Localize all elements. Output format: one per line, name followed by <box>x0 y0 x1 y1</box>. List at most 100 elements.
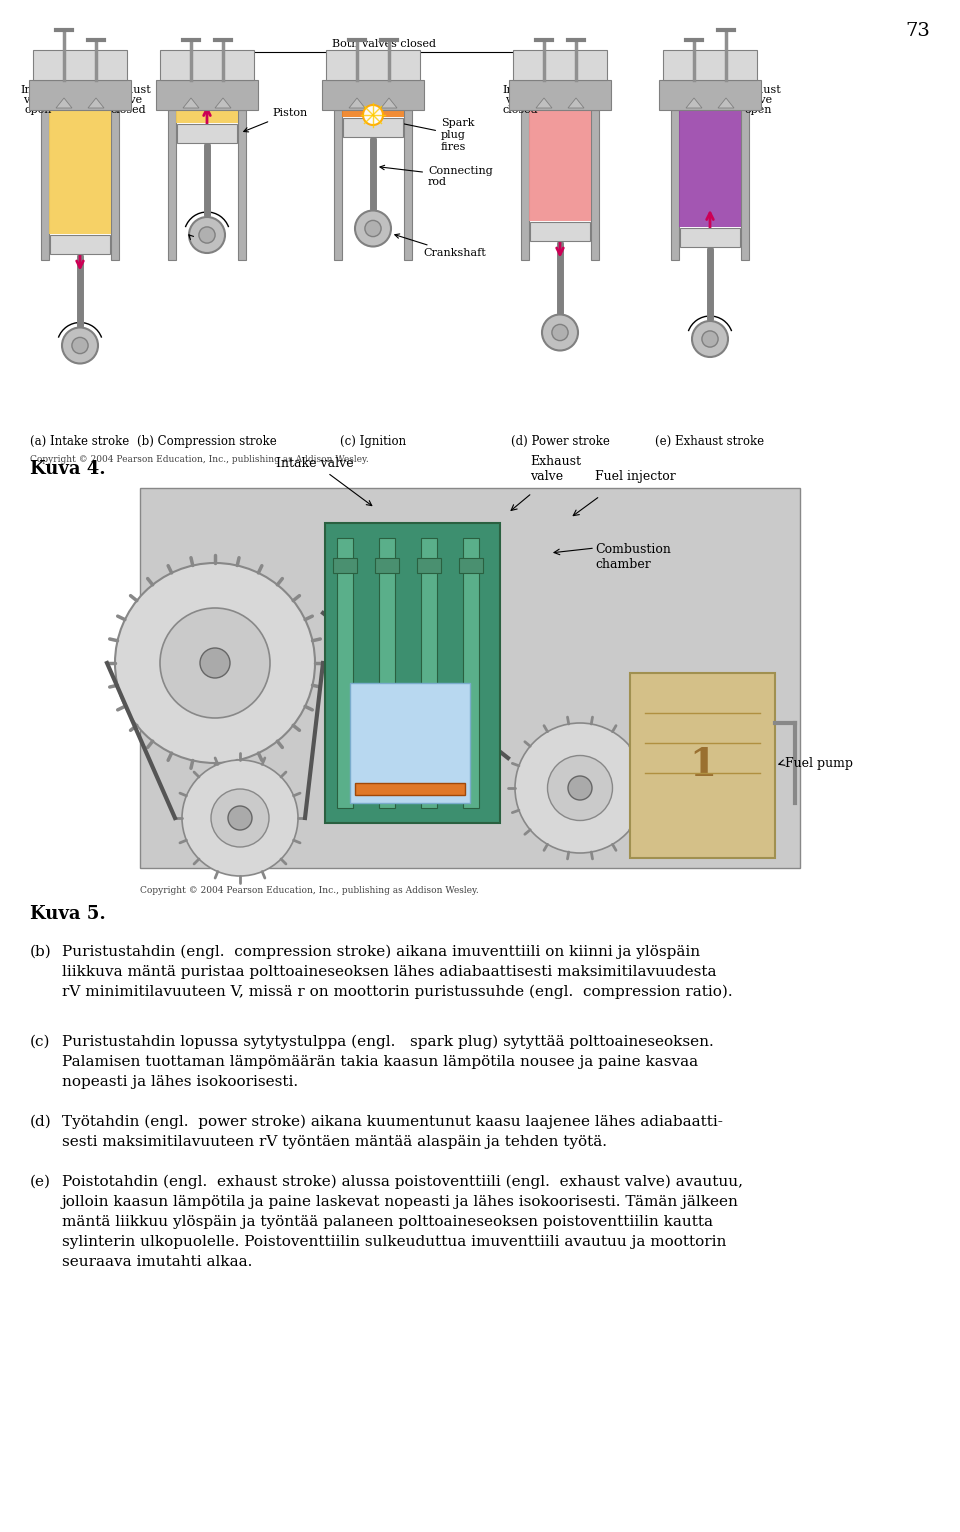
Text: Spark
plug
fires: Spark plug fires <box>389 118 474 152</box>
Polygon shape <box>215 98 231 107</box>
Bar <box>350 683 470 803</box>
Bar <box>50 248 110 251</box>
Bar <box>177 138 237 139</box>
Text: Exhaust
valve: Exhaust valve <box>530 455 581 483</box>
Bar <box>343 121 403 124</box>
Text: sylinterin ulkopuolelle. Poistoventtiilin sulkeuduttua imuventtiili avautuu ja m: sylinterin ulkopuolelle. Poistoventtiili… <box>62 1235 727 1249</box>
Bar <box>49 110 111 233</box>
Text: Piston: Piston <box>244 107 307 132</box>
Text: (a) Intake stroke: (a) Intake stroke <box>31 435 130 447</box>
Text: valve: valve <box>23 95 53 106</box>
Circle shape <box>115 562 315 763</box>
Text: (d): (d) <box>30 1115 52 1129</box>
Bar <box>530 222 590 241</box>
Bar <box>530 230 590 233</box>
Bar <box>521 110 529 260</box>
Text: Both valves closed: Both valves closed <box>331 38 436 49</box>
Bar <box>177 124 237 142</box>
Bar <box>326 51 420 80</box>
Circle shape <box>365 221 381 236</box>
Circle shape <box>182 760 298 876</box>
Text: valve: valve <box>743 95 773 106</box>
Text: closed: closed <box>502 106 538 115</box>
Bar <box>741 110 749 260</box>
Circle shape <box>355 210 391 247</box>
Bar <box>417 558 441 573</box>
Text: jolloin kaasun lämpötila ja paine laskevat nopeasti ja lähes isokoorisesti. Tämä: jolloin kaasun lämpötila ja paine laskev… <box>62 1195 739 1209</box>
Bar <box>33 51 127 80</box>
Circle shape <box>189 218 225 253</box>
Bar <box>679 110 741 227</box>
Text: Intake valve: Intake valve <box>276 457 372 506</box>
Text: Combustion
chamber: Combustion chamber <box>595 542 671 571</box>
Text: open: open <box>24 106 52 115</box>
Bar <box>530 236 590 237</box>
Text: Fuel pump: Fuel pump <box>785 757 853 769</box>
Bar <box>680 228 740 247</box>
Text: (b): (b) <box>30 945 52 959</box>
Circle shape <box>702 331 718 348</box>
Text: mäntä liikkuu ylöspäin ja työntää palaneen polttoaineseoksen poistoventtiilin ka: mäntä liikkuu ylöspäin ja työntää palane… <box>62 1215 713 1229</box>
Bar <box>111 110 119 260</box>
Bar <box>663 51 757 80</box>
Bar <box>342 110 404 116</box>
Bar <box>404 110 412 260</box>
Text: (e) Exhaust stroke: (e) Exhaust stroke <box>656 435 764 447</box>
Bar <box>156 80 258 110</box>
Bar <box>671 110 679 260</box>
Text: (c): (c) <box>30 1036 51 1049</box>
Circle shape <box>547 755 612 821</box>
Text: Puristustahdin lopussa sytytystulppa (engl.   spark plug) sytyttää polttoaineseo: Puristustahdin lopussa sytytystulppa (en… <box>62 1036 713 1049</box>
Bar <box>322 80 424 110</box>
Text: valve: valve <box>505 95 535 106</box>
Bar <box>41 110 49 260</box>
Text: rV minimitilavuuteen V, missä r on moottorin puristussuhde (engl.  compression r: rV minimitilavuuteen V, missä r on moott… <box>62 985 732 999</box>
Text: Crankshaft: Crankshaft <box>395 234 486 259</box>
Text: Työtahdin (engl.  power stroke) aikana kuumentunut kaasu laajenee lähes adiabaat: Työtahdin (engl. power stroke) aikana ku… <box>62 1115 723 1129</box>
Bar <box>591 110 599 260</box>
Bar <box>177 129 237 130</box>
Bar <box>177 133 237 135</box>
Bar <box>29 80 131 110</box>
Polygon shape <box>381 98 397 107</box>
Polygon shape <box>349 98 365 107</box>
Circle shape <box>211 789 269 847</box>
Circle shape <box>552 325 568 340</box>
Polygon shape <box>56 98 72 107</box>
Bar <box>343 118 403 136</box>
Polygon shape <box>568 98 584 107</box>
Bar <box>530 225 590 227</box>
Text: Copyright © 2004 Pearson Education, Inc., publishing as Addison Wesley.: Copyright © 2004 Pearson Education, Inc.… <box>30 455 369 464</box>
Text: (c) Ignition: (c) Ignition <box>340 435 406 447</box>
Text: Copyright © 2004 Pearson Education, Inc., publishing as Addison Wesley.: Copyright © 2004 Pearson Education, Inc.… <box>140 885 479 895</box>
Bar <box>463 538 479 807</box>
Circle shape <box>199 227 215 244</box>
Bar <box>379 538 395 807</box>
Bar <box>50 239 110 241</box>
Text: seuraava imutahti alkaa.: seuraava imutahti alkaa. <box>62 1255 252 1268</box>
Bar <box>513 51 607 80</box>
Text: Poistotahdin (engl.  exhaust stroke) alussa poistoventtiili (engl.  exhaust valv: Poistotahdin (engl. exhaust stroke) alus… <box>62 1175 743 1189</box>
Bar <box>355 783 465 795</box>
Circle shape <box>200 648 230 679</box>
Bar <box>459 558 483 573</box>
Bar <box>529 110 591 221</box>
Text: liikkuva mäntä puristaa polttoaineseoksen lähes adiabaattisesti maksimitilavuude: liikkuva mäntä puristaa polttoaineseokse… <box>62 965 716 979</box>
Polygon shape <box>686 98 702 107</box>
Text: Kuva 4.: Kuva 4. <box>30 460 106 478</box>
Polygon shape <box>183 98 199 107</box>
Bar <box>334 110 342 260</box>
Circle shape <box>228 806 252 830</box>
Bar <box>176 110 238 123</box>
Bar <box>50 234 110 253</box>
Bar <box>168 110 176 260</box>
Text: valve: valve <box>113 95 143 106</box>
Text: Intake: Intake <box>20 84 56 95</box>
Text: 1: 1 <box>689 746 716 784</box>
Text: open: open <box>744 106 772 115</box>
Circle shape <box>363 106 383 126</box>
Bar <box>680 242 740 244</box>
Bar <box>680 237 740 239</box>
Circle shape <box>542 314 578 351</box>
Text: Kuva 5.: Kuva 5. <box>30 905 106 922</box>
